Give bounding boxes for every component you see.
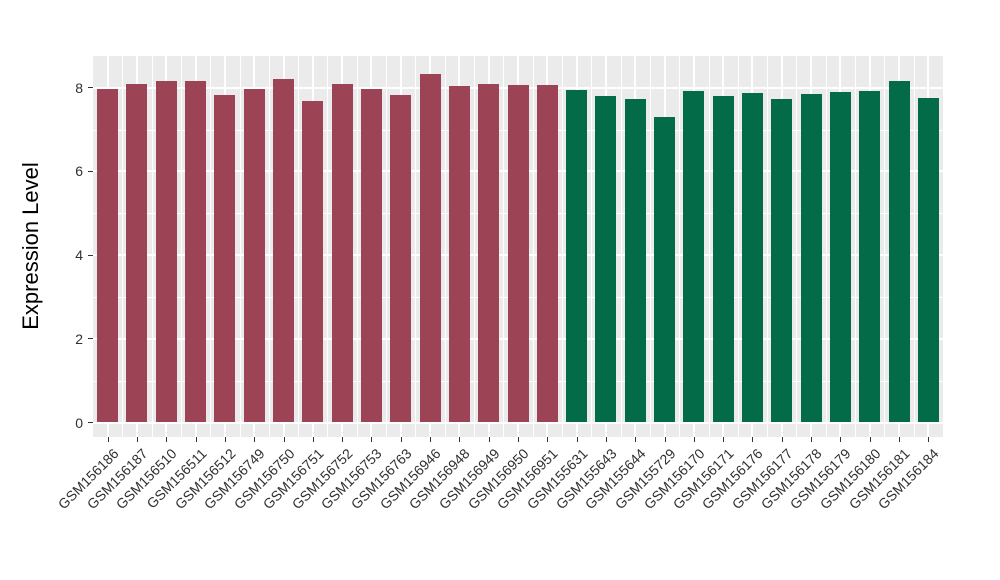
gridline-v-minor [327,56,329,437]
gridline-v-minor [503,56,505,437]
gridline-v-minor [386,56,388,437]
bar [888,81,910,423]
y-tick-mark [88,254,93,256]
x-tick-mark [107,437,109,442]
bar [595,96,617,423]
x-tick-mark [430,437,432,442]
x-tick-mark [459,437,461,442]
plot-panel [93,56,943,437]
gridline-v-minor [268,56,270,437]
x-tick-mark [312,437,314,442]
bar [771,99,793,423]
bar [800,93,822,423]
gridline-v-minor [796,56,798,437]
x-tick-mark [342,437,344,442]
bar [448,86,470,423]
bar [712,96,734,423]
y-tick-mark [88,170,93,172]
y-axis-title: Expression Level [18,162,43,330]
bar [185,80,207,423]
x-tick-mark [664,437,666,442]
x-tick-mark [166,437,168,442]
x-tick-mark [547,437,549,442]
gridline-v-minor [767,56,769,437]
gridline-v-minor [298,56,300,437]
bar [566,89,588,423]
bar [507,85,529,423]
x-tick-mark [899,437,901,442]
gridline-v-minor [122,56,124,437]
gridline-v-minor [561,56,563,437]
x-tick-mark [518,437,519,442]
y-tick-label: 8 [75,79,83,96]
bar [683,91,705,423]
x-tick-mark [488,437,490,442]
bar [214,94,236,423]
bar [536,85,558,423]
y-tick-label: 4 [75,247,83,264]
x-tick-mark [752,437,754,442]
bar [419,73,441,423]
gridline-v-minor [180,56,182,437]
gridline-v-minor [239,56,241,437]
x-tick-mark [136,437,138,442]
bar [360,89,382,423]
x-tick-mark [254,437,256,442]
gridline-v-minor [884,56,886,437]
x-tick-mark [576,437,578,442]
y-tick-label: 2 [75,330,83,347]
x-tick-mark [723,437,725,442]
gridline-v-minor [679,56,681,437]
bar [859,91,881,423]
gridline-v-minor [474,56,476,437]
x-tick-mark [840,437,842,442]
x-tick-mark [811,437,813,442]
gridline-v-minor [151,56,153,437]
bar [654,117,676,423]
x-tick-mark [781,437,783,442]
gridline-v-minor [825,56,827,437]
bar [126,83,148,423]
x-tick-mark [224,437,226,442]
gridline-v-minor [708,56,710,437]
y-tick-mark [88,87,93,89]
bar [478,83,500,423]
y-tick-mark [88,338,93,340]
gridline-v-minor [210,56,212,437]
x-tick-mark [928,437,930,442]
bar [624,99,646,423]
x-tick-mark [195,437,197,442]
x-tick-mark [693,437,695,442]
bar [97,89,119,423]
bar [155,80,177,423]
gridline-v-minor [415,56,417,437]
y-tick-label: 6 [75,163,83,180]
gridline-v-minor [356,56,358,437]
gridline-v-minor [591,56,593,437]
bar [243,89,265,423]
x-tick-mark [869,437,871,442]
bar [741,93,763,423]
x-tick-mark [605,437,607,442]
gridline-v-minor [737,56,739,437]
gridline-v-minor [649,56,651,437]
bar [917,97,939,423]
gridline-v-minor [913,56,915,437]
y-tick-mark [88,422,93,423]
gridline-v-minor [620,56,622,437]
bar [331,83,353,423]
bar [390,94,412,423]
x-tick-mark [371,437,373,442]
x-tick-mark [400,437,402,442]
gridline-v-minor [444,56,446,437]
y-tick-label: 0 [75,414,83,431]
bar [302,101,324,423]
gridline-v-minor [532,56,534,437]
x-tick-mark [635,437,637,442]
x-tick-mark [283,437,285,442]
bar [273,79,295,423]
bar [829,92,851,423]
gridline-v-minor [855,56,857,437]
